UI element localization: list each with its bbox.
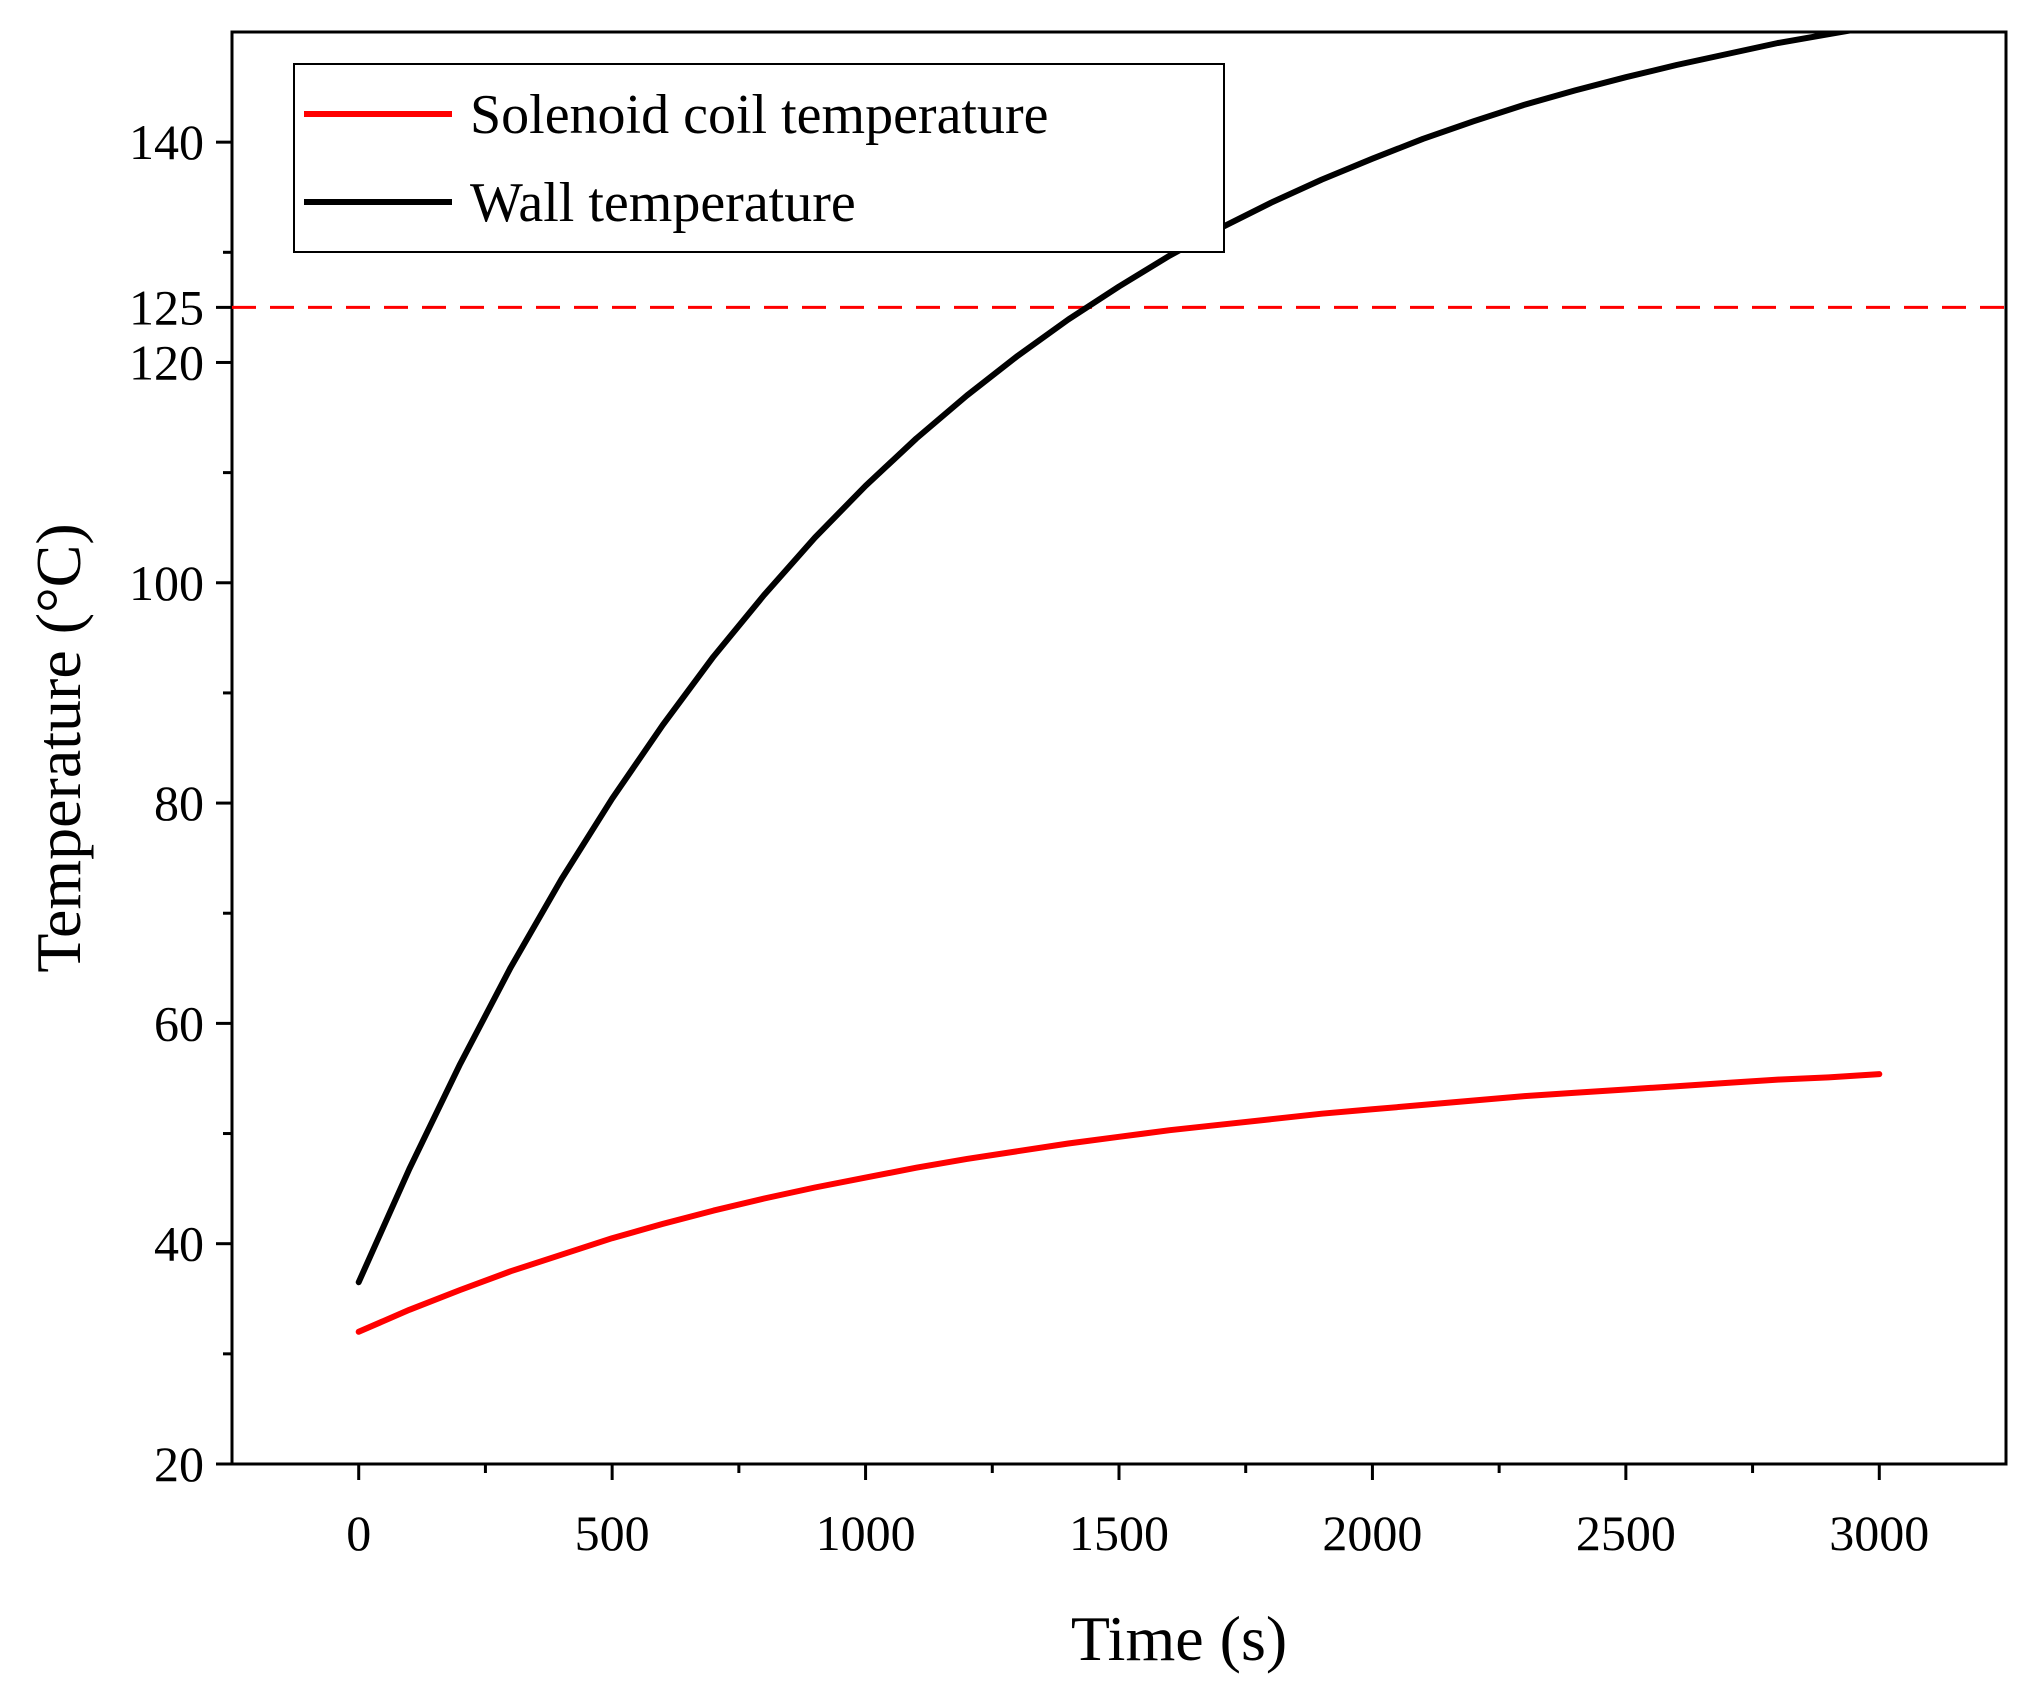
x-tick-label: 2500 [1576,1505,1676,1561]
plot-area [232,32,2006,1335]
x-tick-label: 500 [575,1505,650,1561]
y-tick-label: 100 [129,555,204,611]
y-tick-label: 60 [154,995,204,1051]
series-line-solenoid-coil-temperature [355,1071,1883,1335]
legend-label-wall-temperature: Wall temperature [470,172,856,234]
x-tick-label: 1000 [816,1505,916,1561]
x-tick-label: 2000 [1322,1505,1422,1561]
y-tick-label: 120 [129,334,204,390]
y-tick-label: 125 [129,279,204,335]
x-tick-label: 3000 [1829,1505,1929,1561]
legend-box [293,63,1225,253]
series-line-wall-temperature [355,32,1859,1286]
y-tick-label: 140 [129,114,204,170]
y-tick-label: 80 [154,775,204,831]
axes: 0 500 1000 1500 2000 2500 3000 20 40 60 80 100 12012… [129,30,2008,1561]
legend-label-solenoid-coil-temperature: Solenoid coil temperature [470,84,1048,146]
x-axis-title: Time (s) [1071,1603,1287,1674]
x-tick-label: 0 [346,1505,371,1561]
y-tick-label: 20 [154,1436,204,1492]
y-axis-title: Temperature (°C) [23,523,94,972]
series-group [355,32,1883,1335]
y-tick-label: 40 [154,1216,204,1272]
x-tick-label: 1500 [1069,1505,1169,1561]
legend: Solenoid coil temperature Wall temperatur… [293,63,1225,253]
